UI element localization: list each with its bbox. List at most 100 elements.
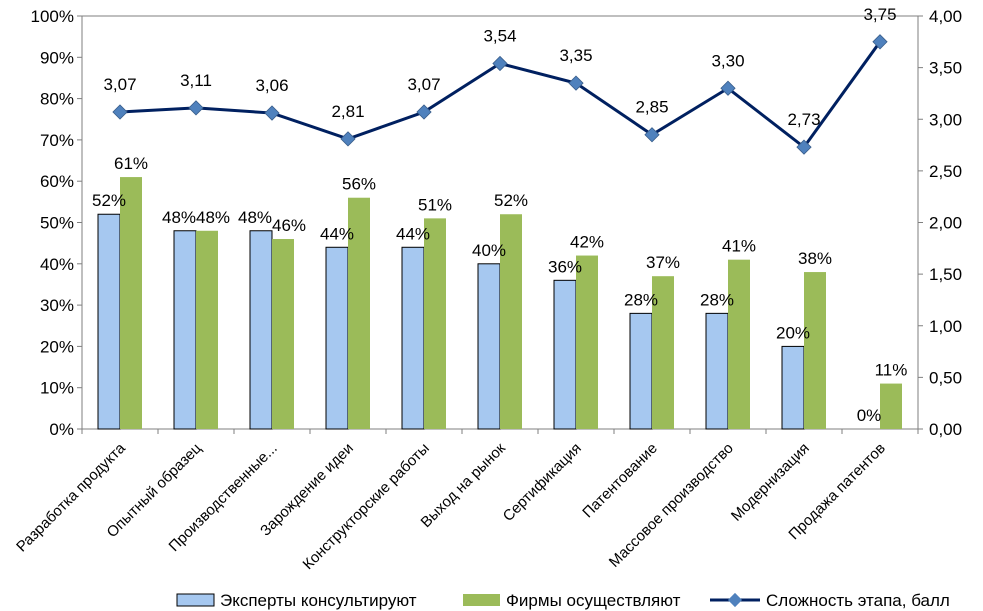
bar-label-experts: 0% xyxy=(857,406,882,425)
bar-label-experts: 48% xyxy=(238,208,272,227)
bar-label-firms: 11% xyxy=(875,361,908,380)
line-point-complexity xyxy=(568,75,584,91)
line-label-complexity: 2,73 xyxy=(787,110,820,129)
y-right-tick-label: 3,00 xyxy=(929,110,962,129)
line-point-complexity xyxy=(188,100,204,116)
bar-label-firms: 52% xyxy=(494,191,528,210)
y-axis-left: 0% 10% 20% 30% 40% 50% 60% 70% 80% 90% 100% xyxy=(31,7,82,439)
line-point-complexity xyxy=(112,104,128,120)
line-label-complexity: 2,85 xyxy=(635,98,668,117)
bar-firms xyxy=(348,197,370,429)
y-left-tick-label: 20% xyxy=(40,337,74,356)
line-label-complexity: 3,11 xyxy=(180,71,212,90)
line-point-complexity xyxy=(416,104,432,120)
x-category-label: Массовое производство xyxy=(606,440,737,571)
bars-group xyxy=(81,177,919,434)
bar-experts xyxy=(477,263,501,430)
bar-label-experts: 28% xyxy=(624,290,658,309)
bar-firms xyxy=(424,218,446,429)
bar-firms xyxy=(120,177,142,429)
y-left-tick-label: 70% xyxy=(40,131,74,150)
y-left-tick-label: 30% xyxy=(40,296,74,315)
bar-label-experts: 20% xyxy=(776,323,810,342)
bar-experts xyxy=(705,312,729,430)
bar-experts xyxy=(629,312,653,430)
bar-label-experts: 52% xyxy=(92,191,126,210)
bar-firms xyxy=(652,276,674,429)
bar-label-experts: 44% xyxy=(396,224,430,243)
line-label-complexity: 3,07 xyxy=(407,75,440,94)
bar-experts xyxy=(249,230,273,430)
y-right-tick-label: 4,00 xyxy=(929,7,962,26)
y-left-tick-label: 90% xyxy=(40,48,74,67)
bar-firms xyxy=(576,255,598,429)
bar-firms xyxy=(272,239,294,429)
x-category-label: Сертификация xyxy=(500,440,585,525)
bar-firms xyxy=(728,259,750,429)
bar-label-firms: 37% xyxy=(646,253,680,272)
bar-label-firms: 56% xyxy=(342,175,376,194)
line-point-complexity xyxy=(340,131,356,147)
line-point-complexity xyxy=(264,105,280,121)
line-point-complexity xyxy=(492,55,508,72)
legend: Эксперты консультируют Фирмы осуществляю… xyxy=(176,591,950,610)
bar-label-experts: 36% xyxy=(548,257,582,276)
bar-experts xyxy=(401,246,425,430)
bar-label-firms: 46% xyxy=(272,216,306,235)
line-series-group: 3,07 3,11 3,06 2,81 3,07 3,54 3,35 2,85 3,30 2,73… xyxy=(103,5,897,155)
line-label-complexity: 3,75 xyxy=(863,5,896,24)
bar-experts xyxy=(781,345,805,430)
y-left-tick-label: 80% xyxy=(40,90,74,109)
line-point-complexity xyxy=(872,34,888,50)
y-right-tick-label: 1,50 xyxy=(929,265,962,284)
line-point-complexity xyxy=(644,127,660,143)
line-point-complexity xyxy=(796,139,812,155)
bar-experts xyxy=(553,279,577,430)
y-left-tick-label: 40% xyxy=(40,255,74,274)
y-axis-right: 0,00 0,50 1,00 1,50 2,00 2,50 3,00 3,50 4,00 xyxy=(918,7,962,439)
bar-experts xyxy=(173,230,197,430)
line-label-complexity: 2,81 xyxy=(331,102,364,121)
y-left-tick-label: 50% xyxy=(40,214,74,233)
legend-label-firms: Фирмы осуществляют xyxy=(506,591,681,610)
x-category-label: Конструкторские работы xyxy=(300,440,433,573)
y-right-tick-label: 0,00 xyxy=(929,420,962,439)
legend-swatch-experts xyxy=(176,593,215,607)
bar-label-firms: 41% xyxy=(722,237,756,256)
legend-marker-complexity xyxy=(727,592,743,608)
y-right-tick-label: 1,00 xyxy=(929,317,962,336)
bar-firms xyxy=(880,383,902,429)
bar-labels-group: 52%61%48% 48% 48% 46% 44%56%44%51%40%52%36%4… xyxy=(92,154,907,425)
y-left-tick-label: 100% xyxy=(31,7,74,26)
y-left-tick-label: 0% xyxy=(49,420,74,439)
line-label-complexity: 3,35 xyxy=(559,46,592,65)
bar-label-experts: 28% xyxy=(700,290,734,309)
bar-label-firms: 38% xyxy=(798,249,832,268)
x-category-label: Модернизация xyxy=(728,440,813,525)
bar-experts xyxy=(325,246,349,430)
line-label-complexity: 3,30 xyxy=(711,51,744,70)
bar-firms xyxy=(196,230,218,429)
bar-label-experts: 40% xyxy=(472,241,506,260)
bar-firms xyxy=(804,272,826,429)
y-right-tick-label: 2,00 xyxy=(929,214,962,233)
line-label-complexity: 3,06 xyxy=(255,76,288,95)
legend-label-experts: Эксперты консультируют xyxy=(220,591,417,610)
bar-label-firms: 51% xyxy=(418,195,452,214)
bar-label-experts: 48% xyxy=(162,208,196,227)
y-left-tick-label: 10% xyxy=(40,379,74,398)
line-point-complexity xyxy=(720,80,736,96)
y-right-tick-label: 2,50 xyxy=(929,162,962,181)
bar-firms xyxy=(500,214,522,429)
legend-swatch-firms xyxy=(463,594,500,606)
line-label-complexity: 3,07 xyxy=(103,75,136,94)
y-left-tick-label: 60% xyxy=(40,172,74,191)
bar-label-experts: 44% xyxy=(320,224,354,243)
y-right-tick-label: 0,50 xyxy=(929,368,962,387)
x-category-label: Патентование xyxy=(579,440,661,522)
legend-label-complexity: Сложность этапа, балл xyxy=(766,591,950,610)
bar-label-firms: 42% xyxy=(570,233,604,252)
bar-experts xyxy=(97,213,121,430)
y-right-tick-label: 3,50 xyxy=(929,59,962,78)
